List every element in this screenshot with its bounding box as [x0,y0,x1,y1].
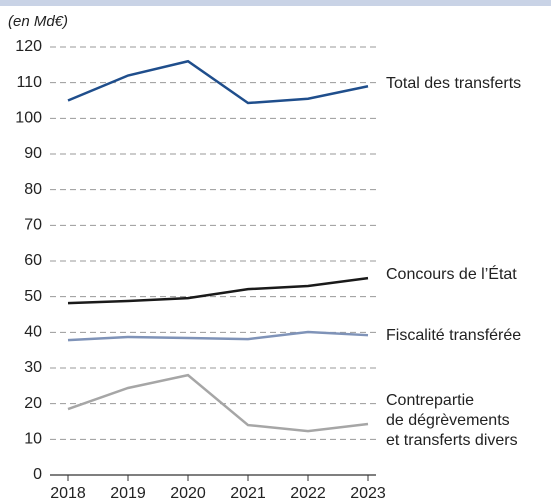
y-tick-label: 40 [24,324,42,341]
unit-label: (en Md€) [8,13,68,30]
series-label: Concours de l’État [386,266,517,283]
x-tick-label: 2020 [170,485,206,502]
y-tick-label: 20 [24,395,42,412]
series-line [67,330,369,342]
y-tick-label: 10 [24,431,42,448]
y-tick-label: 110 [16,74,42,91]
x-tick-label: 2023 [350,485,386,502]
y-tick-label: 30 [24,359,42,376]
top-band [0,0,551,6]
y-tick-label: 100 [15,110,42,127]
y-tick-label: 0 [33,466,42,483]
x-tick-label: 2022 [290,485,326,502]
y-tick-label: 60 [24,252,42,269]
x-tick-label: 2021 [230,485,266,502]
series-line [67,276,369,305]
y-tick-label: 120 [15,38,42,55]
series-line [67,59,369,105]
y-tick-label: 50 [24,288,42,305]
series-label: Total des transferts [386,75,522,92]
x-tick-label: 2019 [110,485,146,502]
y-tick-label: 70 [24,217,42,234]
series-line [67,373,369,433]
series-label: Fiscalité transférée [386,327,522,344]
y-tick-label: 90 [24,145,42,162]
series-label: Contrepartie de dégrèvements et transfer… [386,392,518,449]
x-tick-label: 2018 [50,485,86,502]
y-tick-label: 80 [24,181,42,198]
